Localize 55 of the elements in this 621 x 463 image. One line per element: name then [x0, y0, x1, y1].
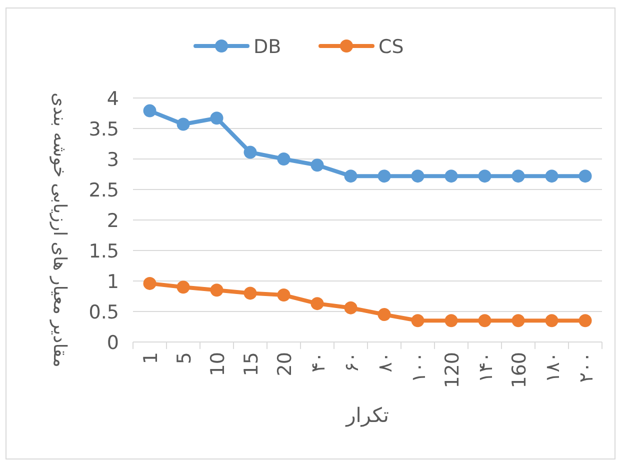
point	[210, 284, 224, 297]
point	[143, 276, 156, 290]
legend-label: DB	[254, 36, 282, 58]
x-tick-label: 160	[508, 352, 530, 388]
point	[344, 301, 358, 314]
point	[478, 314, 492, 328]
legend-label: CS	[378, 36, 404, 58]
y-tick-label: 3.5	[88, 118, 119, 140]
y-tick-label: 2	[106, 210, 119, 232]
y-tick-label: 3	[106, 149, 119, 171]
y-tick-label: 1.5	[88, 240, 119, 262]
x-tick-label: ۱۸۰	[542, 352, 564, 383]
y-tick-label: 0	[106, 332, 119, 354]
y-tick-label: 4	[106, 88, 119, 110]
point	[378, 170, 391, 183]
point	[545, 170, 558, 183]
x-tick-label: 1	[140, 352, 162, 364]
x-tick-label: ۸۰	[374, 352, 396, 372]
x-tick-label: 15	[240, 352, 262, 376]
x-axis-title: تکرار	[345, 403, 389, 427]
point	[411, 170, 424, 183]
point	[310, 297, 324, 310]
point	[143, 104, 156, 118]
point	[411, 314, 424, 328]
x-tick-label: 10	[206, 352, 229, 376]
x-tick-label: ۱۰۰	[408, 352, 430, 383]
point	[512, 314, 525, 328]
point	[244, 286, 257, 300]
x-tick-label: 20	[274, 352, 296, 376]
point	[578, 314, 592, 328]
x-tick-label: ۶۰	[340, 352, 363, 372]
y-axis-title: مقادیر معیار های ارزیابی خوشه بندی	[49, 92, 70, 368]
y-tick-label: 2.5	[88, 180, 119, 202]
x-tick-label: 120	[441, 352, 464, 388]
point	[210, 112, 224, 125]
point	[444, 170, 458, 183]
x-tick-label: 5	[173, 352, 196, 364]
y-tick-label: 1	[106, 271, 119, 293]
point	[277, 152, 290, 166]
x-tick-label: ۴۰	[307, 352, 330, 372]
x-tick-label: ۱۴۰	[474, 352, 497, 383]
point	[545, 314, 558, 328]
point	[310, 158, 324, 172]
point	[478, 170, 492, 183]
point	[578, 170, 592, 183]
point	[176, 118, 190, 131]
point	[344, 170, 358, 183]
point	[378, 308, 391, 322]
x-tick-label: ۲۰۰	[575, 352, 598, 383]
point	[244, 146, 257, 159]
point	[444, 314, 458, 328]
point	[176, 280, 190, 294]
y-tick-label: 0.5	[88, 302, 119, 324]
point	[277, 288, 290, 302]
point	[512, 170, 525, 183]
